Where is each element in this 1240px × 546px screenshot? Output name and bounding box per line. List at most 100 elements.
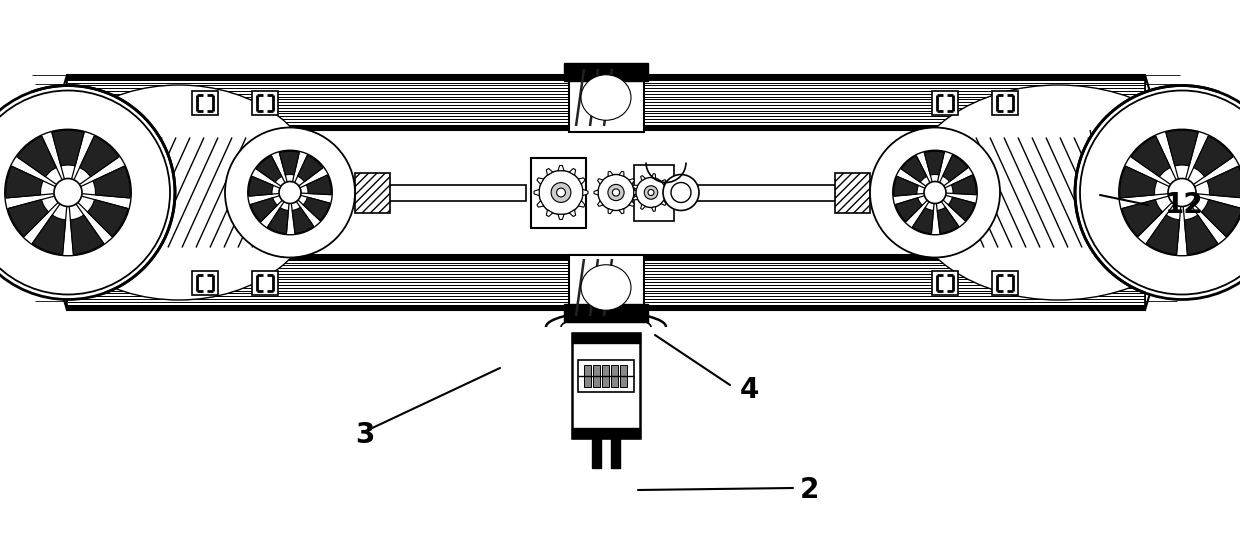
Wedge shape <box>935 193 975 221</box>
Wedge shape <box>79 136 119 177</box>
Circle shape <box>924 181 946 204</box>
Bar <box>564 63 649 81</box>
Polygon shape <box>569 210 575 217</box>
Wedge shape <box>17 136 56 177</box>
Wedge shape <box>6 166 43 198</box>
Wedge shape <box>7 193 68 236</box>
Circle shape <box>279 181 301 204</box>
Bar <box>835 173 870 212</box>
Polygon shape <box>594 190 598 195</box>
Circle shape <box>557 188 565 197</box>
Wedge shape <box>924 151 945 175</box>
Wedge shape <box>935 155 968 193</box>
Polygon shape <box>661 180 666 185</box>
Circle shape <box>0 91 170 294</box>
Wedge shape <box>1120 166 1182 198</box>
Wedge shape <box>32 193 68 254</box>
Bar <box>601 365 609 387</box>
Polygon shape <box>619 171 624 176</box>
Wedge shape <box>6 166 68 198</box>
Ellipse shape <box>38 85 320 300</box>
Polygon shape <box>608 209 613 213</box>
Wedge shape <box>1202 200 1240 236</box>
Circle shape <box>1118 129 1240 256</box>
Bar <box>591 438 601 468</box>
Wedge shape <box>1182 136 1233 193</box>
Wedge shape <box>1166 130 1198 193</box>
Circle shape <box>608 185 624 200</box>
Polygon shape <box>583 189 588 195</box>
Bar <box>572 333 640 438</box>
Circle shape <box>893 150 977 235</box>
Ellipse shape <box>905 85 1211 300</box>
Wedge shape <box>298 155 322 182</box>
Circle shape <box>1075 86 1240 300</box>
Wedge shape <box>250 193 290 222</box>
Bar <box>67 130 1145 255</box>
Text: 12: 12 <box>1166 191 1204 219</box>
Bar <box>611 438 620 468</box>
Wedge shape <box>68 166 130 198</box>
Polygon shape <box>558 214 564 219</box>
Circle shape <box>1080 91 1240 294</box>
Bar <box>192 91 218 115</box>
Bar <box>992 270 1018 294</box>
Bar <box>932 270 959 294</box>
Polygon shape <box>641 176 645 181</box>
Polygon shape <box>547 210 553 217</box>
Wedge shape <box>895 198 923 222</box>
Wedge shape <box>1146 215 1179 254</box>
Polygon shape <box>534 189 539 195</box>
Circle shape <box>539 170 583 215</box>
Bar <box>564 304 649 322</box>
Bar <box>578 360 634 392</box>
Text: 4: 4 <box>740 376 759 404</box>
Bar <box>67 255 1145 310</box>
Wedge shape <box>894 176 935 196</box>
Wedge shape <box>1182 193 1218 254</box>
Polygon shape <box>619 209 624 213</box>
Polygon shape <box>32 75 67 310</box>
Wedge shape <box>68 193 104 254</box>
Polygon shape <box>578 201 585 207</box>
Wedge shape <box>290 193 330 221</box>
Wedge shape <box>68 193 128 236</box>
Wedge shape <box>1166 130 1198 166</box>
Wedge shape <box>250 198 278 222</box>
Bar <box>593 365 600 387</box>
Bar <box>355 185 526 200</box>
Circle shape <box>248 150 332 235</box>
Wedge shape <box>279 151 299 175</box>
Polygon shape <box>608 171 613 176</box>
Wedge shape <box>303 197 330 221</box>
Bar <box>569 65 644 132</box>
Polygon shape <box>598 201 603 206</box>
Wedge shape <box>913 193 935 234</box>
Polygon shape <box>629 179 635 184</box>
Wedge shape <box>268 193 290 234</box>
Circle shape <box>613 189 620 196</box>
Bar <box>355 173 391 212</box>
Wedge shape <box>1120 166 1157 198</box>
Wedge shape <box>293 207 314 234</box>
Wedge shape <box>924 151 945 193</box>
Wedge shape <box>290 155 322 193</box>
Circle shape <box>1168 179 1197 206</box>
Wedge shape <box>901 156 935 193</box>
Wedge shape <box>268 207 289 234</box>
Bar <box>611 365 618 387</box>
Wedge shape <box>895 193 935 222</box>
Wedge shape <box>249 176 290 196</box>
Wedge shape <box>901 156 926 182</box>
Wedge shape <box>257 156 290 193</box>
Bar <box>572 428 640 438</box>
Polygon shape <box>598 179 603 184</box>
Polygon shape <box>629 201 635 206</box>
Polygon shape <box>569 169 575 175</box>
Polygon shape <box>547 169 553 175</box>
Circle shape <box>0 86 175 300</box>
Polygon shape <box>651 207 656 211</box>
Bar <box>634 164 675 221</box>
Polygon shape <box>641 204 645 210</box>
Wedge shape <box>279 151 299 193</box>
